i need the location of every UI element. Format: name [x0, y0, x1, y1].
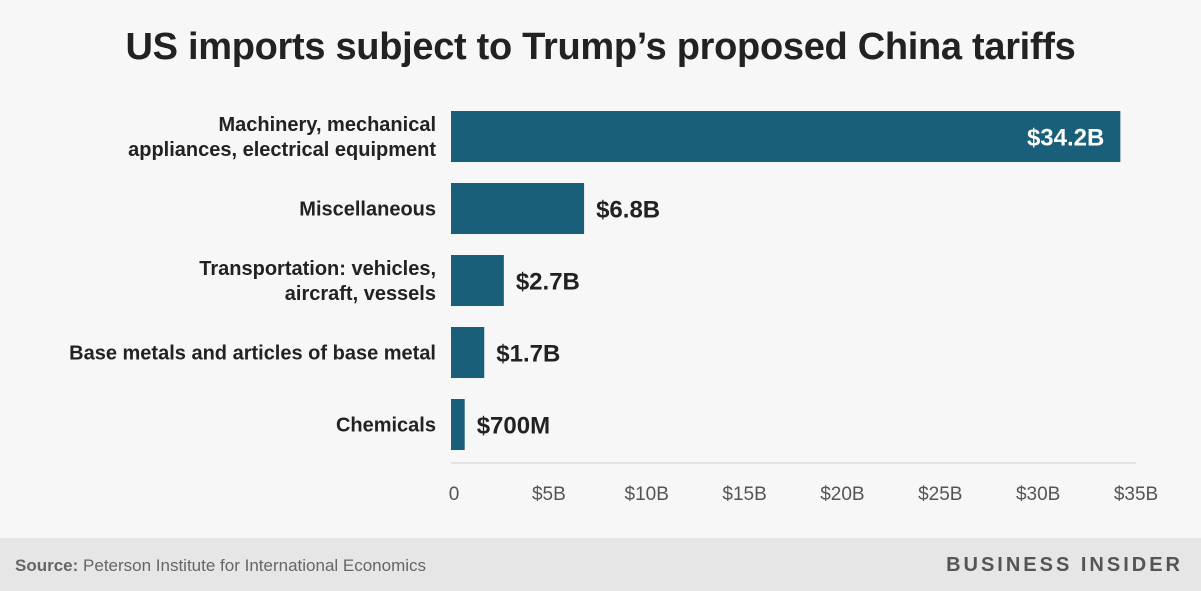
category-label-2: Transportation: vehicles, aircraft, vesse…: [199, 258, 436, 305]
value-label-1: $6.8B: [596, 197, 660, 224]
value-label-0: $34.2B: [1027, 125, 1104, 152]
category-label-4: Chemicals: [336, 415, 436, 437]
x-tick-label-6: $30B: [1016, 484, 1060, 505]
footer: Source: Peterson Institute for Internati…: [0, 538, 1201, 591]
source-note: Source: Peterson Institute for Internati…: [15, 556, 426, 576]
bar-chart: Machinery, mechanical appliances, electri…: [69, 111, 1158, 505]
x-tick-label-0: 0: [449, 484, 460, 505]
source-label: Source:: [15, 556, 79, 575]
x-tick-label-1: $5B: [532, 484, 566, 505]
bar-0: [451, 111, 1121, 162]
bar-4: [451, 399, 465, 450]
brand-logo: BUSINESS INSIDER: [946, 554, 1183, 576]
x-tick-label-4: $20B: [820, 484, 864, 505]
x-tick-label-2: $10B: [625, 484, 669, 505]
value-label-4: $700M: [477, 413, 550, 440]
category-label-1: Miscellaneous: [299, 199, 436, 221]
bar-3: [451, 327, 485, 378]
x-tick-label-7: $35B: [1114, 484, 1158, 505]
x-tick-label-3: $15B: [722, 484, 766, 505]
value-label-3: $1.7B: [496, 341, 560, 368]
bar-1: [451, 183, 585, 234]
source-text: Peterson Institute for International Eco…: [78, 556, 427, 575]
chart-title: US imports subject to Trump’s proposed C…: [125, 26, 1076, 68]
category-label-3: Base metals and articles of base metal: [69, 343, 436, 365]
value-label-2: $2.7B: [516, 269, 580, 296]
bar-2: [451, 255, 504, 306]
category-label-0: Machinery, mechanical appliances, electri…: [128, 114, 436, 161]
x-tick-label-5: $25B: [918, 484, 962, 505]
